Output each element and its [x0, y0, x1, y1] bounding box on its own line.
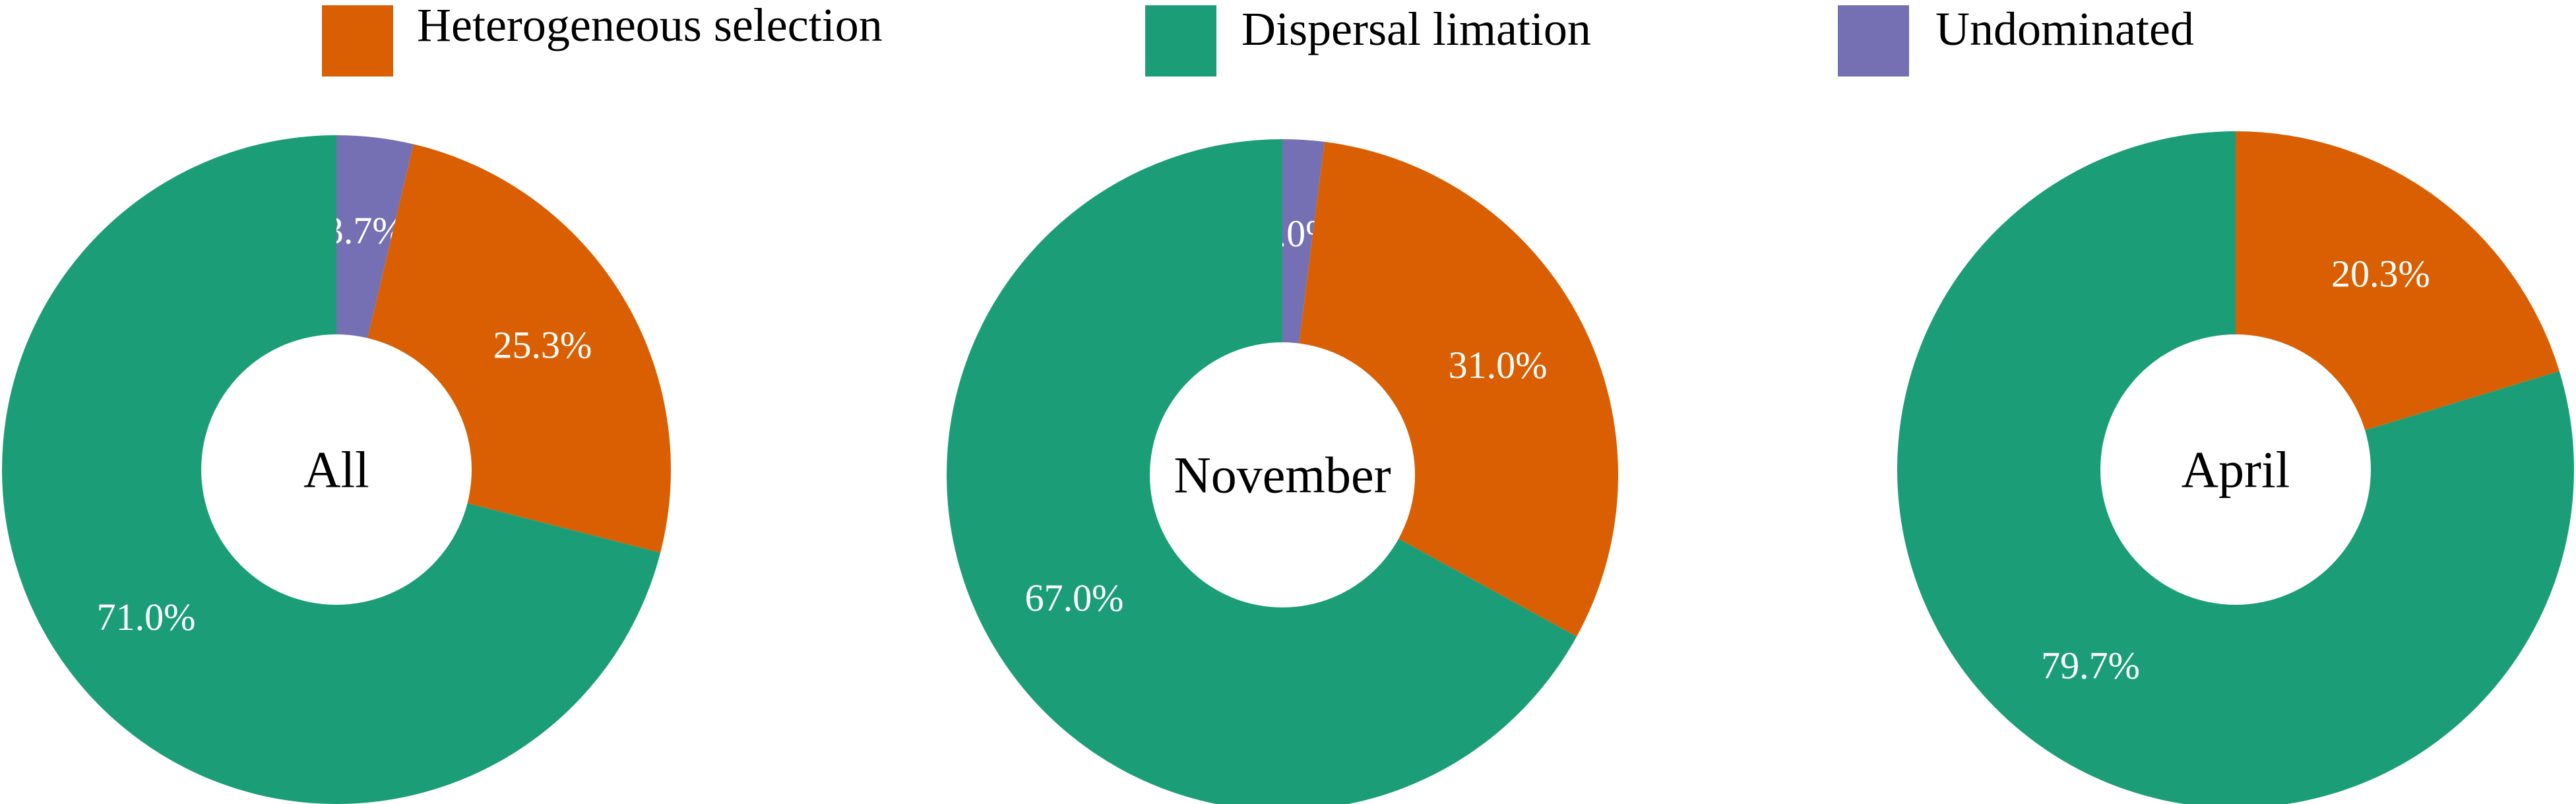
legend-item-heterogeneous-selection: Heterogeneous selection: [322, 0, 883, 77]
slice-label-heterogeneous-selection: 20.3%: [2331, 253, 2430, 295]
donut-april: 20.3% 79.7% April: [1897, 131, 2574, 804]
donut-hole: [201, 334, 472, 605]
legend-item-dispersal-limation: Dispersal limation: [1145, 3, 1591, 77]
donut-hole: [2100, 334, 2371, 605]
donut-hole: [1150, 342, 1415, 607]
slice-label-heterogeneous-selection: 25.3%: [493, 324, 592, 367]
legend-label-dispersal-limation: Dispersal limation: [1241, 3, 1591, 55]
donut-all: 3.7%25.3%71.0%All: [1, 135, 671, 804]
legend-label-undominated: Undominated: [1935, 3, 2194, 55]
center-label: All: [303, 441, 369, 499]
center-label: April: [2182, 441, 2290, 499]
slice-label-heterogeneous-selection: 31.0%: [1449, 344, 1548, 387]
legend-swatch-heterogeneous-selection: [322, 5, 393, 77]
center-label: November: [1174, 447, 1391, 504]
slice-label-dispersal-limation: 79.7%: [2041, 644, 2140, 687]
legend-label-heterogeneous-selection: Heterogeneous selection: [417, 0, 883, 51]
donut-november: 2.0%31.0%67.0%November: [947, 139, 1618, 804]
legend: Heterogeneous selection Dispersal limatio…: [322, 0, 2194, 77]
legend-swatch-undominated: [1838, 5, 1909, 77]
donut-charts: 3.7%25.3%71.0%All2.0%31.0%67.0%November2…: [1, 131, 2574, 804]
slice-label-dispersal-limation: 71.0%: [97, 596, 196, 638]
slice-label-dispersal-limation: 67.0%: [1025, 576, 1124, 619]
legend-swatch-dispersal-limation: [1145, 5, 1216, 77]
legend-item-undominated: Undominated: [1838, 3, 2194, 77]
